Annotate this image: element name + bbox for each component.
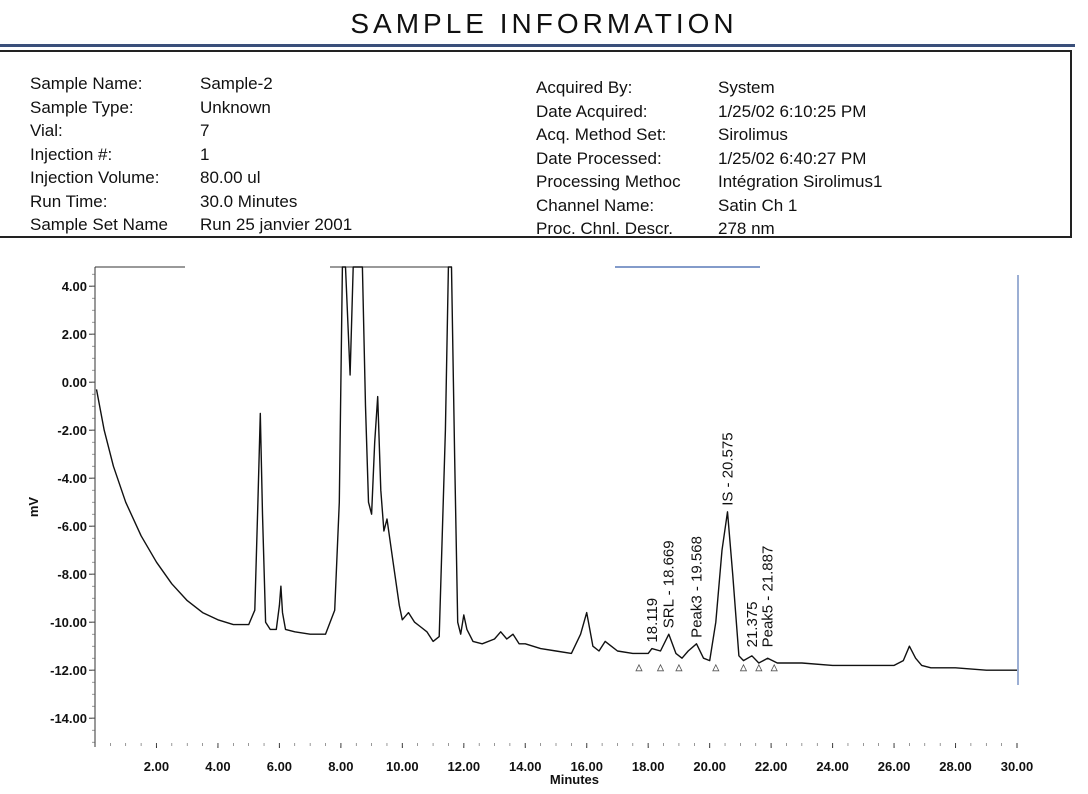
y-tick-label: -4.00: [57, 471, 87, 486]
x-tick-label: 22.00: [755, 759, 788, 774]
x-tick-label: 26.00: [878, 759, 911, 774]
x-tick-label: 18.00: [632, 759, 665, 774]
info-label: Channel Name:: [536, 195, 655, 215]
info-value: 7: [200, 121, 210, 140]
info-row-injection-volume: Injection Volume: 80.00 ul: [30, 168, 352, 192]
info-value: Intégration Sirolimus1: [718, 172, 883, 191]
info-row-acquired-by: Acquired By: System: [536, 78, 882, 102]
title-rule: [0, 44, 1075, 47]
info-label: Processing Methoc: [536, 172, 681, 191]
x-tick-label: 2.00: [144, 759, 169, 774]
info-label: Run Time:: [30, 191, 108, 211]
peak-label: IS - 20.575: [719, 432, 736, 505]
sample-info-box: Sample Name: Sample-2 Sample Type: Unknown…: [0, 50, 1072, 238]
info-value: Sirolimus: [718, 125, 788, 144]
info-value: 278 nm: [718, 219, 775, 238]
x-axis-label: Minutes: [550, 772, 599, 787]
info-row-vial: Vial: 7: [30, 121, 352, 145]
chromatogram-trace: [95, 266, 1017, 671]
peak-label: 18.119: [644, 598, 661, 643]
info-row-injection-number: Injection #: 1: [30, 145, 352, 169]
info-row-date-acquired: Date Acquired: 1/25/02 6:10:25 PM: [536, 102, 882, 126]
info-row-proc-chnl-descr: Proc. Chnl. Descr. 278 nm: [536, 219, 882, 243]
info-row-sample-set-name: Sample Set Name Run 25 janvier 2001: [30, 215, 352, 239]
info-value: 1/25/02 6:10:25 PM: [718, 101, 867, 121]
peak-label: Peak3 - 19.568: [688, 536, 705, 638]
info-value: Unknown: [200, 97, 271, 117]
baseline-marker: [656, 663, 665, 672]
x-tick-label: 28.00: [939, 759, 972, 774]
y-tick-label: -2.00: [57, 423, 87, 438]
sample-info-left-column: Sample Name: Sample-2 Sample Type: Unknown…: [30, 74, 352, 239]
x-tick-label: 30.00: [1001, 759, 1034, 774]
info-value: 1/25/02 6:40:27 PM: [718, 148, 867, 168]
info-row-acq-method-set: Acq. Method Set: Sirolimus: [536, 125, 882, 149]
y-tick-label: -14.00: [50, 711, 87, 726]
x-tick-label: 4.00: [205, 759, 230, 774]
info-label: Vial:: [30, 121, 63, 140]
y-tick-label: -6.00: [57, 519, 87, 534]
baseline-marker: [712, 663, 720, 672]
x-tick-label: 20.00: [693, 759, 726, 774]
info-value: Run 25 janvier 2001: [200, 215, 353, 234]
info-label: Sample Set Name: [30, 215, 168, 234]
info-row-date-processed: Date Processed: 1/25/02 6:40:27 PM: [536, 149, 882, 173]
y-tick-label: 2.00: [62, 327, 87, 342]
info-row-run-time: Run Time: 30.0 Minutes: [30, 192, 352, 216]
x-tick-label: 10.00: [386, 759, 419, 774]
info-label: Acq. Method Set:: [536, 125, 667, 144]
info-label: Sample Type:: [30, 97, 134, 117]
peak-label: 21.375: [744, 602, 761, 648]
report-title: SAMPLE INFORMATION: [350, 8, 738, 39]
y-axis-label: mV: [26, 497, 41, 518]
info-label: Date Acquired:: [536, 101, 648, 121]
peak-label: Peak5 - 21.887: [760, 546, 777, 648]
sample-info-right-column: Acquired By: System Date Acquired: 1/25/02…: [536, 78, 882, 243]
y-tick-label: 4.00: [62, 279, 87, 294]
chromatogram-chart: 4.00 2.00 0.00 -2.00 -4.00 -6.00 -8.00 -10.00 -1…: [26, 266, 1034, 787]
baseline-marker: [635, 663, 643, 672]
x-tick-label: 8.00: [328, 759, 353, 774]
info-label: Sample Name:: [30, 74, 143, 93]
baseline-marker: [675, 663, 683, 672]
y-tick-label: -10.00: [50, 615, 87, 630]
info-value: System: [718, 78, 775, 97]
info-label: Injection Volume:: [30, 168, 160, 187]
info-row-sample-type: Sample Type: Unknown: [30, 98, 352, 122]
y-tick-label: -8.00: [57, 567, 87, 582]
baseline-marker: [770, 663, 778, 672]
x-tick-label: 6.00: [267, 759, 292, 774]
info-value: Satin Ch 1: [718, 195, 798, 215]
info-value: 80.00 ul: [200, 168, 261, 187]
info-label: Date Processed:: [536, 148, 662, 168]
info-label: Proc. Chnl. Descr.: [536, 219, 673, 238]
x-tick-label: 16.00: [570, 759, 603, 774]
y-tick-label: 0.00: [62, 375, 87, 390]
info-value: Sample-2: [200, 74, 273, 93]
baseline-marker: [755, 663, 763, 672]
y-tick-label: -12.00: [50, 663, 87, 678]
x-tick-label: 12.00: [448, 759, 481, 774]
x-tick-label: 14.00: [509, 759, 542, 774]
peak-label: SRL - 18.669: [661, 540, 678, 628]
info-row-processing-method: Processing Methoc Intégration Sirolimus1: [536, 172, 882, 196]
x-tick-label: 24.00: [816, 759, 849, 774]
info-value: 1: [200, 144, 210, 164]
info-row-channel-name: Channel Name: Satin Ch 1: [536, 196, 882, 220]
info-value: 30.0 Minutes: [200, 191, 298, 211]
baseline-marker: [739, 663, 748, 672]
info-label: Injection #:: [30, 144, 113, 164]
info-label: Acquired By:: [536, 78, 633, 97]
info-row-sample-name: Sample Name: Sample-2: [30, 74, 352, 98]
